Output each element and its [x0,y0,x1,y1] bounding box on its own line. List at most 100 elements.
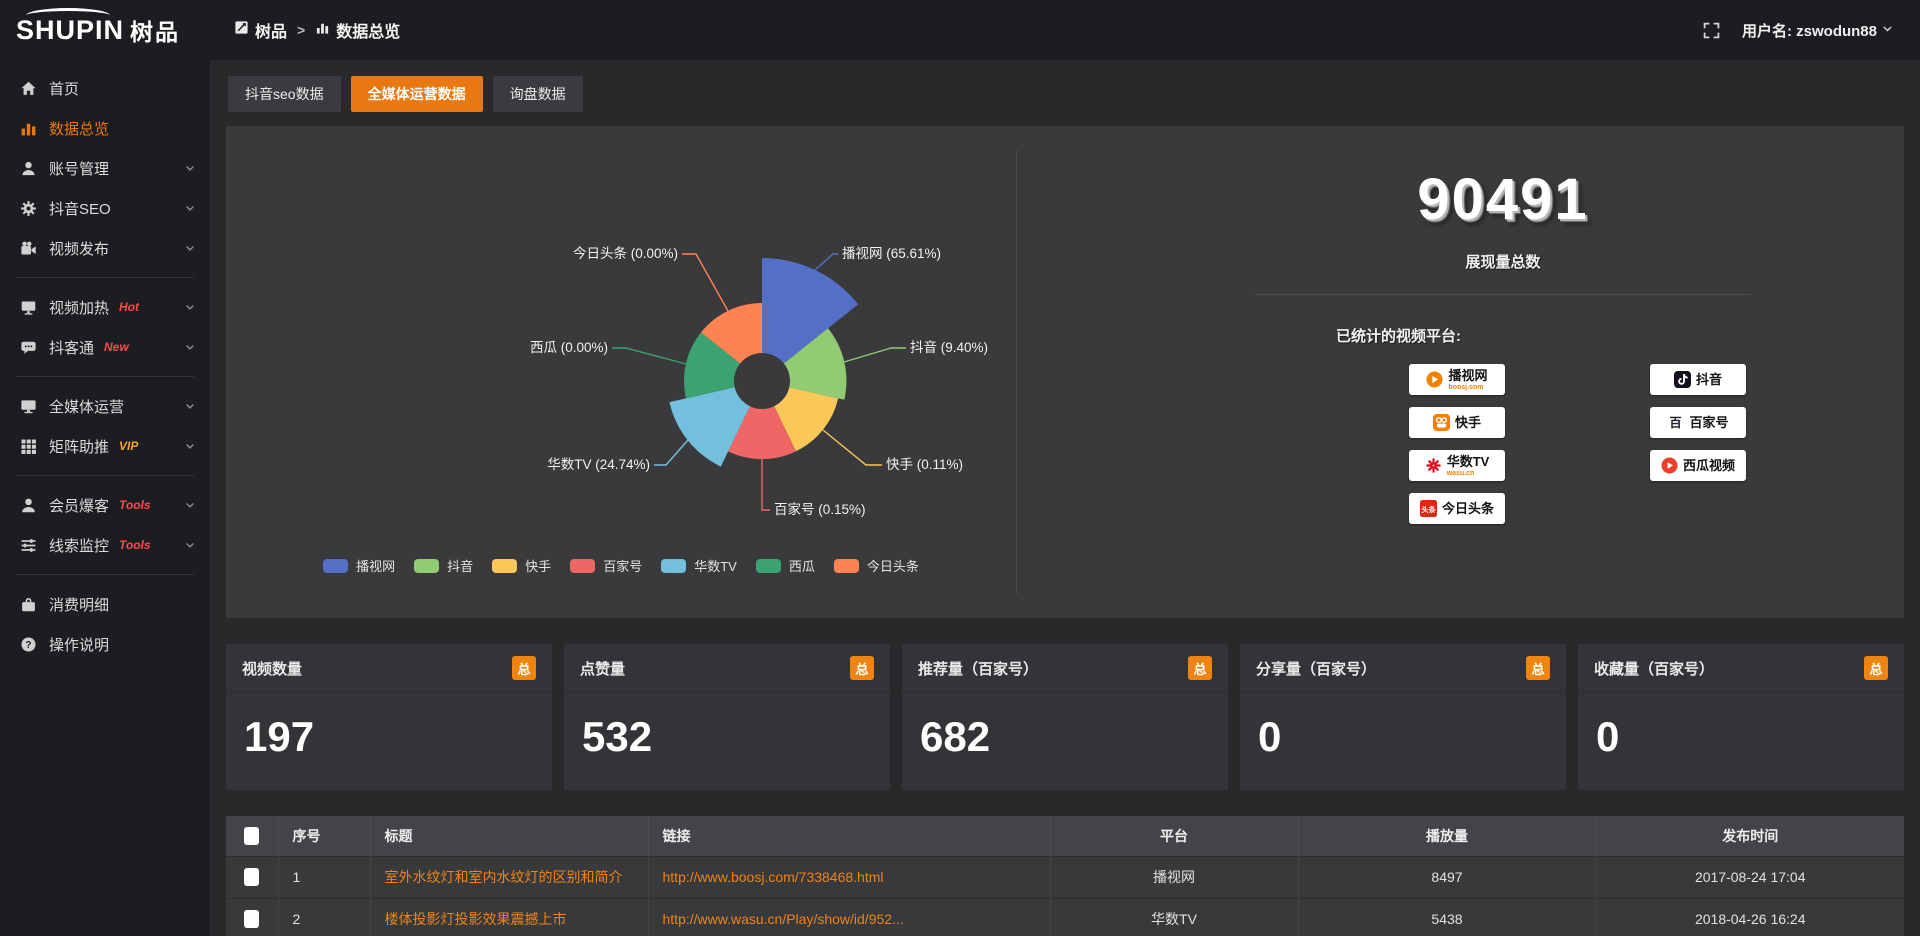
video-url-link[interactable]: http://www.boosj.com/7338468.html [662,869,884,885]
video-title-link[interactable]: 室外水纹灯和室内水纹灯的区别和简介 [384,869,623,885]
stat-card-head: 推荐量（百家号） 总 [902,644,1228,693]
legend-label: 今日头条 [866,559,919,574]
overview-panel: 播视网 (65.61%) 抖音 (9.40%) 快手 (0.11%) 百家号 (0.1… [226,126,1904,618]
brand-logo-en: SHUPIN [16,7,125,45]
panel-divider [1016,150,1017,594]
summary-divider [1255,294,1751,295]
sidebar-item-screen[interactable]: 视频加热 Hot [0,287,210,327]
stat-cards: 视频数量 总 197 点赞量 总 532 推荐量（百家号） 总 682 分享量（… [226,644,1904,790]
cell-time: 2017-08-24 17:04 [1694,869,1806,885]
tab-3[interactable]: 询盘数据 [492,76,583,112]
table-row-2: 2 楼体投影灯投影效果震撼上市 http://www.wasu.cn/Play/… [226,898,1904,936]
platform-name: 抖音 [1695,372,1722,387]
user-icon [20,160,37,177]
total-badge[interactable]: 总 [850,656,874,680]
label-line [822,429,882,466]
legend-item-3[interactable]: 快手 [492,556,551,575]
sidebar-item-label: 矩阵助推 [49,438,110,456]
platform-name: 百家号 [1689,415,1729,430]
sidebar-item-monitor[interactable]: 全媒体运营 [0,386,210,426]
sidebar-item-chat[interactable]: 抖客通 New [0,327,210,367]
stat-card-head: 分享量（百家号） 总 [1240,644,1566,693]
sidebar-item-gear[interactable]: 抖音SEO [0,188,210,228]
fullscreen-icon[interactable] [1703,22,1720,39]
total-badge[interactable]: 总 [1526,656,1550,680]
total-badge[interactable]: 总 [1864,656,1888,680]
platform-name: 华数TV [1446,453,1490,469]
sidebar-item-user-solid[interactable]: 会员爆客 Tools [0,485,210,525]
breadcrumb-item-home[interactable]: 树品 [234,18,287,42]
legend-item-2[interactable]: 抖音 [414,556,473,575]
tab-2[interactable]: 全媒体运营数据 [350,76,483,112]
content: 抖音seo数据 全媒体运营数据 询盘数据 播视网 (65.61%) 抖音 (9.40%… [210,60,1920,936]
pie-slice-5[interactable] [684,332,741,399]
sidebar-item-question[interactable]: ? 操作说明 [0,624,210,664]
sidebar-item-home[interactable]: 首页 [0,68,210,108]
legend-item-4[interactable]: 百家号 [570,556,642,575]
brand-logo[interactable]: SHUPIN 树品 [0,0,210,60]
row-checkbox[interactable] [244,910,259,928]
legend-item-1[interactable]: 播视网 [323,556,395,575]
chevron-down-icon [184,341,196,353]
svg-text:百: 百 [1670,416,1682,430]
pie-slice-2[interactable] [774,387,839,452]
sidebar-item-user[interactable]: 账号管理 [0,148,210,188]
label-line [761,459,770,511]
total-badge[interactable]: 总 [1188,656,1212,680]
chevron-down-icon [184,202,196,214]
dashboard-icon [234,20,249,40]
sidebar-item-badge: VIP [119,439,139,453]
legend-item-5[interactable]: 华数TV [661,556,737,575]
sidebar-item-label: 抖客通 [49,339,95,357]
video-title-link[interactable]: 楼体投影灯投影效果震撼上市 [384,911,567,927]
sidebar-item-wallet[interactable]: 消费明细 [0,584,210,624]
chevron-down-icon [184,440,196,452]
sidebar-item-label: 会员爆客 [49,497,110,515]
legend-item-7[interactable]: 今日头条 [833,556,919,575]
sidebar-item-label: 线索监控 [49,537,110,555]
pie-slice-4[interactable] [669,387,750,467]
total-badge[interactable]: 总 [512,656,536,680]
breadcrumb-separator: > [297,22,306,38]
chart-legend: 播视网 抖音 快手 百家号 华数TV 西瓜 今日头条 [226,556,1016,575]
svg-text:头条: 头条 [1421,505,1436,514]
sidebar-item-sliders[interactable]: 线索监控 Tools [0,525,210,565]
platform-badge-xigua: 西瓜视频 [1650,450,1746,481]
xigua-logo-icon [1661,457,1678,474]
sidebar-item-grid[interactable]: 矩阵助推 VIP [0,426,210,466]
pie-label: 今日头条 (0.00%) [573,245,678,261]
stat-card-label: 点赞量 [580,660,626,678]
video-table-wrap: 序号 标题 链接 平台 播放量 发布时间 1 室外水纹灯和室内水纹灯的区别和简介… [226,816,1904,936]
sidebar-divider [16,574,194,575]
pie-slice-6[interactable] [701,303,762,364]
pie-slice-0[interactable] [762,258,859,364]
sidebar-item-bar-chart[interactable]: 数据总览 [0,108,210,148]
platform-name: 播视网 [1448,367,1488,383]
select-all-checkbox[interactable] [244,826,259,845]
breadcrumb-label: 树品 [255,24,288,41]
sidebar: SHUPIN 树品 首页 数据总览账号管理抖音SEO 视频发布视频加热 Hot 抖客通 N… [0,0,210,936]
legend-label: 抖音 [447,559,474,574]
platform-name: 快手 [1454,415,1481,430]
tab-1[interactable]: 抖音seo数据 [228,76,341,112]
sidebar-item-label: 操作说明 [49,636,110,654]
row-checkbox[interactable] [244,868,259,886]
pie-label: 播视网 (65.61%) [842,246,941,261]
legend-label: 播视网 [356,559,396,574]
cell-platform: 华数TV [1050,898,1299,936]
legend-item-6[interactable]: 西瓜 [755,556,815,575]
legend-swatch [323,558,349,573]
rose-chart: 播视网 (65.61%) 抖音 (9.40%) 快手 (0.11%) 百家号 (0.1… [530,245,988,517]
sidebar-item-label: 账号管理 [49,160,110,178]
question-icon: ? [20,636,37,653]
sidebar-item-video[interactable]: 视频发布 [0,228,210,268]
breadcrumb-item-current[interactable]: 数据总览 [315,18,400,42]
pie-slice-3[interactable] [728,406,796,460]
video-url-link[interactable]: http://www.wasu.cn/Play/show/id/952... [662,911,904,927]
sliders-icon [20,537,37,554]
user-menu[interactable]: 用户名: zswodun88 [1742,20,1894,41]
platform-name: 西瓜视频 [1682,458,1735,473]
pie-slice-1[interactable] [783,328,847,400]
boosj-logo-icon [1426,371,1444,388]
douyin-logo-icon [1673,371,1691,388]
